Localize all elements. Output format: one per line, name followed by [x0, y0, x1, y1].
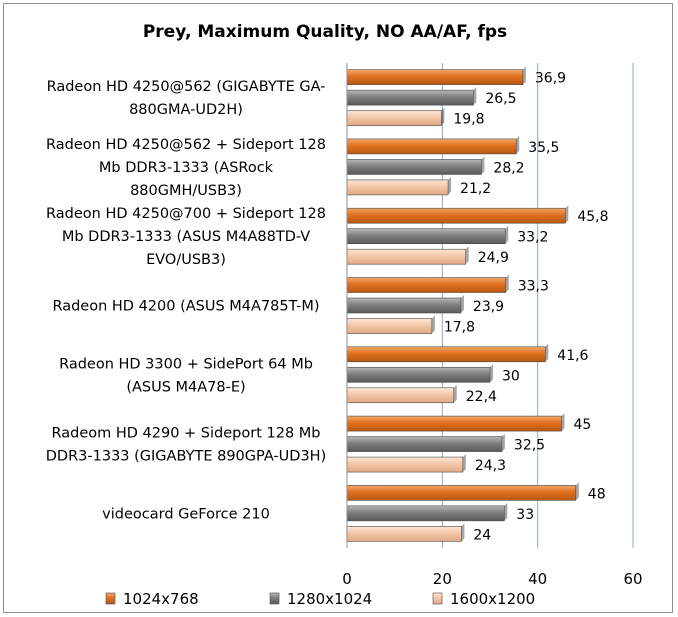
bar-side [565, 205, 569, 224]
bar-side [545, 343, 549, 362]
value-label: 45,8 [577, 209, 608, 225]
category-label: Radeon HD 4250@700 + Sideport 128 Mb DDR3… [46, 206, 326, 268]
bar-1600x1200 [346, 248, 466, 265]
value-label: 32,5 [514, 438, 545, 454]
bar-1600x1200 [346, 318, 433, 334]
bar-side [448, 176, 452, 195]
value-label: 24,9 [478, 250, 509, 266]
value-label: 35,5 [528, 140, 559, 156]
value-label: 17,8 [444, 320, 475, 336]
value-label: 21,2 [460, 181, 491, 197]
x-tick-label: 20 [433, 570, 452, 588]
bar-side [504, 502, 508, 521]
legend-label: 1600x1200 [450, 590, 535, 608]
value-label: 48 [588, 486, 606, 502]
value-label: 24,3 [475, 458, 506, 474]
value-label: 45 [574, 417, 592, 433]
bar-1600x1200 [346, 387, 455, 404]
bar-side [516, 135, 520, 154]
x-tick-label: 40 [528, 570, 547, 588]
legend-label: 1280x1024 [287, 590, 372, 608]
value-label: 22,4 [466, 389, 497, 405]
bar-side [462, 454, 466, 473]
bar-1024x768 [346, 207, 566, 224]
bar-side [522, 66, 526, 85]
bar-side [481, 156, 485, 175]
bar-side [575, 482, 579, 501]
bar-1280x1024 [346, 89, 474, 106]
value-label: 30 [502, 368, 520, 384]
value-label: 19,8 [453, 112, 484, 128]
bar-side [431, 315, 435, 334]
category-label: Radeon HD 4200 (ASUS M4A785T-M) [52, 299, 319, 315]
bar-1024x768 [346, 415, 562, 432]
bar-1600x1200 [346, 526, 462, 542]
bar-1280x1024 [346, 228, 506, 245]
bar-1280x1024 [346, 436, 503, 452]
category-label: Radeon HD 4250@562 (GIGABYTE GA-880GMA-U… [47, 79, 326, 118]
bar-1024x768 [346, 138, 517, 155]
bar-1600x1200 [346, 110, 442, 126]
bar-side [490, 364, 493, 383]
bar-1280x1024 [346, 297, 462, 314]
legend-swatch [432, 592, 443, 605]
bar-1280x1024 [346, 366, 491, 383]
bar-side [505, 274, 509, 293]
bar-side [441, 107, 445, 126]
bar-side [461, 523, 465, 542]
bar-1280x1024 [346, 159, 482, 175]
bar-1600x1200 [346, 456, 464, 473]
value-label: 36,9 [535, 71, 566, 87]
legend: 1024x768 1280x1024 1600x1200 [105, 590, 535, 608]
bar-1024x768 [346, 277, 507, 293]
category-label: videocard GeForce 210 [102, 506, 270, 522]
bar-side [501, 433, 505, 452]
chart-frame [3, 3, 673, 613]
bar-side [460, 295, 464, 313]
bar-side [561, 413, 565, 432]
bar-1280x1024 [346, 505, 505, 522]
legend-swatch [269, 592, 280, 605]
x-tick-label: 60 [623, 570, 642, 588]
value-label: 33 [516, 507, 534, 523]
value-label: 28,2 [493, 160, 524, 176]
value-label: 33,3 [518, 279, 549, 295]
bar-side [453, 384, 457, 403]
chart-title: Prey, Maximum Quality, NO AA/AF, fps [143, 22, 507, 42]
legend-swatch [105, 592, 116, 605]
bar-side [473, 87, 477, 106]
bar-1024x768 [346, 346, 546, 363]
legend-label: 1024x768 [123, 590, 199, 608]
bar-1024x768 [346, 485, 577, 501]
value-label: 24 [473, 527, 491, 543]
bar-1024x768 [346, 69, 524, 85]
category-label: Radeon HD 4250@562 + Sideport 128 Mb DDR3… [46, 137, 326, 199]
bar-1600x1200 [346, 179, 449, 196]
value-label: 26,5 [485, 91, 516, 107]
category-label: Radeom HD 4290 + Sideport 128 Mb DDR3-133… [46, 426, 326, 465]
value-label: 33,2 [517, 230, 548, 246]
bar-side [465, 246, 469, 265]
value-label: 23,9 [473, 299, 504, 315]
value-label: 41,6 [557, 348, 588, 364]
bar-side [505, 225, 509, 244]
x-tick-label: 0 [342, 570, 352, 588]
category-label: Radeon HD 3300 + SidePort 64 Mb (ASUS M4A… [59, 356, 313, 395]
